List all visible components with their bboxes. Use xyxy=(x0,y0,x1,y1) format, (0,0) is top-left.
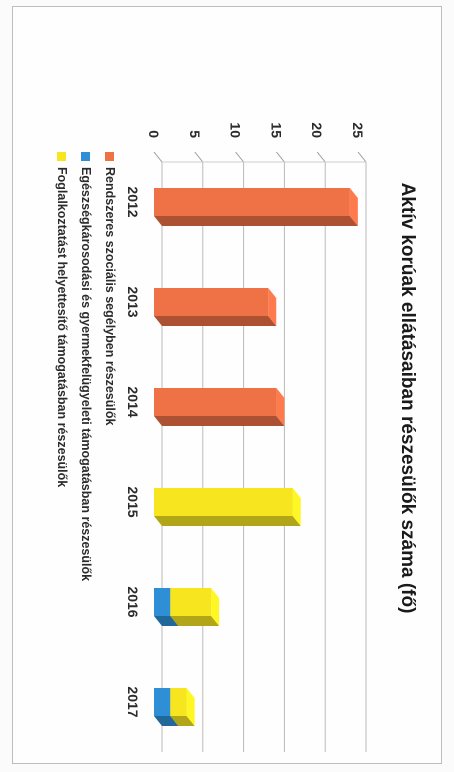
y-tick-label: 20 xyxy=(309,122,325,138)
bar xyxy=(153,388,277,416)
chart-canvas: Aktív korúak ellátásaiban részesülők szá… xyxy=(18,34,438,762)
bar-top xyxy=(292,488,301,526)
bar-side xyxy=(154,416,285,426)
legend-item: Rendszeres szociális segélyben részesülő… xyxy=(98,152,122,581)
bar-top xyxy=(211,588,220,626)
bar-top xyxy=(186,688,195,726)
legend-label: Egészségkárosodási és gyermekfelügyeleti… xyxy=(79,167,93,582)
gridline-depth xyxy=(276,151,285,163)
bar xyxy=(154,688,171,716)
gridline-depth xyxy=(235,151,244,163)
legend-label: Rendszeres szociális segélyben részesülő… xyxy=(103,167,117,426)
bar xyxy=(154,188,350,216)
chart-plot: 0 5 10 15 20 25 2012 2013 2014 2015 2016 2017 xyxy=(125,122,367,752)
x-tick-label: 2017 xyxy=(125,686,141,717)
legend-item: Foglalkoztatást helyettesítő támogatásba… xyxy=(50,152,74,581)
bar xyxy=(154,288,269,316)
legend-swatch xyxy=(105,152,115,161)
gridline-depth xyxy=(316,151,326,163)
bar xyxy=(170,688,187,716)
bar-top xyxy=(268,288,277,326)
x-tick-label: 2013 xyxy=(125,286,141,317)
gridline-depth xyxy=(194,151,204,163)
y-tick-label: 10 xyxy=(228,122,244,138)
x-tick-label: 2016 xyxy=(125,586,141,617)
x-tick-label: 2015 xyxy=(125,486,141,517)
legend-label: Foglalkoztatást helyettesítő támogatásba… xyxy=(55,167,69,488)
legend-swatch xyxy=(81,152,91,161)
bar-top xyxy=(349,188,358,226)
y-tick-label: 5 xyxy=(187,130,203,138)
chart-legend: Rendszeres szociális segélyben részesülő… xyxy=(50,152,122,581)
gridline-depth xyxy=(357,151,367,163)
gridline-depth xyxy=(153,151,163,163)
legend-item: Egészségkárosodási és gyermekfelügyeleti… xyxy=(74,152,98,581)
bar-side xyxy=(154,516,301,526)
bar-side xyxy=(154,616,179,626)
bar-side xyxy=(154,316,277,326)
bar-side xyxy=(170,716,195,726)
bar-side xyxy=(154,216,358,226)
bar-side xyxy=(170,616,220,626)
bar-side xyxy=(154,716,179,726)
y-tick-label: 15 xyxy=(268,122,284,138)
bar-top xyxy=(276,388,285,426)
legend-swatch xyxy=(57,152,67,161)
bar xyxy=(170,588,212,616)
x-tick-label: 2014 xyxy=(125,386,141,417)
chart-frame xyxy=(12,6,442,764)
bar xyxy=(154,588,171,616)
x-tick-label: 2012 xyxy=(125,186,141,217)
bar xyxy=(154,488,293,516)
y-tick-label: 0 xyxy=(146,130,162,138)
y-tick-label: 25 xyxy=(350,122,366,138)
